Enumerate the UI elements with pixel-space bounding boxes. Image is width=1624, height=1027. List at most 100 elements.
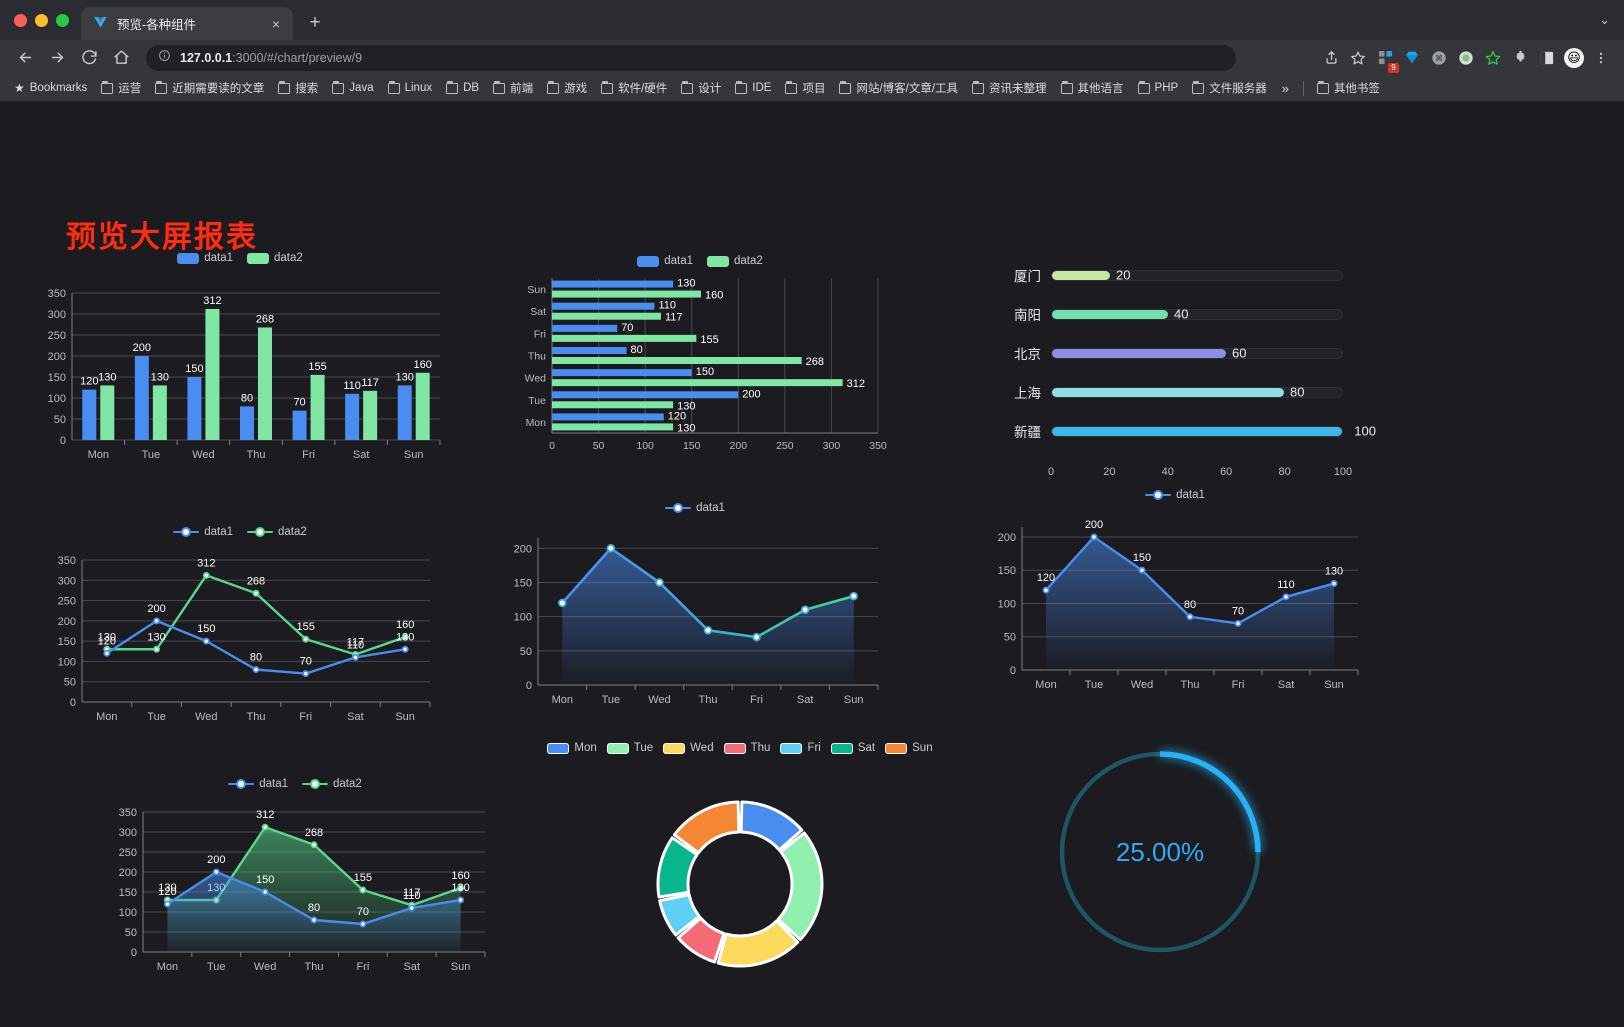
bookmark-item[interactable]: 搜索 bbox=[272, 77, 324, 99]
home-icon[interactable] bbox=[106, 44, 136, 72]
legend-item-sat[interactable]: Sat bbox=[830, 742, 875, 754]
folder-icon bbox=[446, 80, 459, 94]
chart-label: 80 bbox=[250, 652, 262, 664]
puzzle-icon[interactable] bbox=[1507, 45, 1533, 71]
browser-menu-icon[interactable] bbox=[1588, 45, 1614, 71]
bookmark-item[interactable]: 文件服务器 bbox=[1186, 77, 1273, 99]
bookmark-item[interactable]: 项目 bbox=[779, 77, 831, 99]
pie-slice[interactable] bbox=[672, 800, 741, 855]
bookmark-item[interactable]: 前端 bbox=[487, 77, 539, 99]
sidebar-icon[interactable] bbox=[1534, 45, 1560, 71]
pie-slice[interactable] bbox=[739, 800, 804, 852]
data-point bbox=[703, 626, 713, 635]
legend-item-data2[interactable]: data2 bbox=[302, 778, 362, 790]
close-window-button[interactable] bbox=[14, 13, 27, 27]
close-tab-button[interactable]: × bbox=[271, 15, 281, 32]
chart-bar-horizontal: data1 data2 0 50 100 150 200 250 300 350 Sun 130 1… bbox=[510, 255, 900, 473]
bookmark-item[interactable]: 设计 bbox=[675, 77, 727, 99]
back-arrow-icon[interactable] bbox=[10, 44, 40, 72]
bookmark-item-bookmarks[interactable]: ★ Bookmarks bbox=[8, 78, 93, 98]
minimize-window-button[interactable] bbox=[35, 13, 48, 27]
chart-label: 120 bbox=[80, 376, 98, 388]
legend-item-data1[interactable]: data1 bbox=[665, 502, 725, 514]
legend-item-data1[interactable]: data1 bbox=[228, 778, 288, 790]
chart-label: Wed bbox=[254, 961, 276, 973]
legend-item-data2[interactable]: data2 bbox=[247, 252, 303, 264]
bookmark-item[interactable]: Java bbox=[326, 79, 379, 97]
line-plain-svg: 0 50 100 150 200 250 300 350 Mon Tue Wed Thu Fri Sat S… bbox=[58, 555, 431, 723]
legend-item-data1[interactable]: data1 bbox=[1145, 489, 1205, 501]
data-point bbox=[212, 868, 220, 876]
bookmark-item[interactable]: 软件/硬件 bbox=[595, 77, 673, 99]
bookmark-item[interactable]: 游戏 bbox=[541, 77, 593, 99]
avatar[interactable]: 😃 bbox=[1561, 45, 1587, 71]
site-info-icon[interactable] bbox=[158, 49, 171, 67]
legend-item-mon[interactable]: Mon bbox=[547, 742, 597, 754]
bookmark-item[interactable]: 其他语言 bbox=[1055, 77, 1130, 99]
forward-arrow-icon[interactable] bbox=[42, 44, 72, 72]
pie-slice[interactable] bbox=[676, 916, 726, 964]
reload-icon[interactable] bbox=[74, 44, 104, 72]
legend-item-data2[interactable]: data2 bbox=[707, 255, 763, 267]
bookmark-item[interactable]: 资讯未整理 bbox=[966, 77, 1053, 99]
share-icon[interactable] bbox=[1318, 45, 1344, 71]
legend-item-data1[interactable]: data1 bbox=[177, 252, 233, 264]
legend-item-data1[interactable]: data1 bbox=[173, 526, 233, 538]
tab-search-chevron-icon[interactable]: ⌄ bbox=[1599, 12, 1610, 27]
pie-slice[interactable] bbox=[656, 836, 699, 899]
chart-gauge: 25.00% bbox=[1035, 727, 1285, 987]
progress-label: 厦门 bbox=[1014, 269, 1041, 284]
chart-line-gradient: data1 0 50 100 150 200 Mon Tue Wed Thu Fri Sat Sun bbox=[500, 502, 890, 720]
folder-icon bbox=[1060, 80, 1073, 94]
chart-label: 350 bbox=[869, 440, 887, 452]
legend-item-data1[interactable]: data1 bbox=[637, 255, 693, 267]
legend-item-tue[interactable]: Tue bbox=[606, 742, 654, 754]
legend-item-data2[interactable]: data2 bbox=[247, 526, 307, 538]
pie-slice[interactable] bbox=[776, 831, 824, 942]
legend-item-sun[interactable]: Sun bbox=[885, 742, 933, 754]
bookmark-item[interactable]: 运营 bbox=[95, 77, 147, 99]
bookmark-item[interactable]: 近期需要读的文章 bbox=[149, 77, 270, 99]
legend-item-thu[interactable]: Thu bbox=[723, 742, 770, 754]
green-circle-icon[interactable] bbox=[1453, 45, 1479, 71]
bookmark-label: 设计 bbox=[698, 83, 722, 95]
new-tab-button[interactable]: + bbox=[309, 12, 321, 33]
chart-label: Fri bbox=[534, 328, 546, 340]
bookmark-item[interactable]: IDE bbox=[729, 79, 777, 97]
chart-label: 200 bbox=[58, 616, 76, 628]
bookmark-star-icon[interactable] bbox=[1345, 45, 1371, 71]
diamond-icon[interactable] bbox=[1399, 45, 1425, 71]
bookmark-item[interactable]: PHP bbox=[1132, 79, 1185, 97]
star-icon: ★ bbox=[14, 81, 25, 95]
bookmark-label: 网站/博客/文章/工具 bbox=[856, 83, 959, 95]
bookmarks-overflow-button[interactable]: » bbox=[1281, 80, 1289, 96]
command-icon[interactable]: ⌘ bbox=[1426, 45, 1452, 71]
extension-blocks-icon[interactable]: 9 bbox=[1372, 45, 1399, 73]
pie-slice[interactable] bbox=[658, 893, 701, 937]
bookmark-item[interactable]: Linux bbox=[382, 79, 439, 97]
data-point bbox=[261, 823, 269, 831]
legend-item-fri[interactable]: Fri bbox=[780, 742, 821, 754]
bookmark-label: 资讯未整理 bbox=[989, 83, 1047, 95]
bookmark-item[interactable]: 网站/博客/文章/工具 bbox=[833, 77, 964, 99]
window-controls[interactable] bbox=[12, 0, 81, 40]
address-bar[interactable]: 127.0.0.1:3000/#/chart/preview/9 bbox=[146, 44, 1236, 71]
green-star-icon[interactable] bbox=[1480, 45, 1506, 71]
chart-label: Fri bbox=[302, 449, 315, 461]
maximize-window-button[interactable] bbox=[56, 13, 69, 27]
bookmark-item[interactable]: DB bbox=[440, 79, 485, 97]
tab-title: 预览-各种组件 bbox=[117, 18, 197, 32]
bookmark-item-other[interactable]: 其他书签 bbox=[1311, 77, 1386, 99]
extension-badge-count: 9 bbox=[1388, 62, 1399, 73]
pie-slice[interactable] bbox=[716, 919, 800, 968]
chart-label: 155 bbox=[297, 621, 315, 633]
legend-item-wed[interactable]: Wed bbox=[663, 742, 714, 754]
legend-label: data1 bbox=[204, 526, 233, 538]
browser-tab[interactable]: 预览-各种组件 × bbox=[81, 7, 293, 40]
legend-label: Tue bbox=[633, 742, 654, 754]
bar bbox=[152, 385, 167, 440]
progress-label: 南阳 bbox=[1014, 308, 1041, 323]
folder-icon bbox=[972, 80, 985, 94]
chart-label: 100 bbox=[998, 598, 1016, 610]
chart-label: 0 bbox=[70, 697, 76, 709]
